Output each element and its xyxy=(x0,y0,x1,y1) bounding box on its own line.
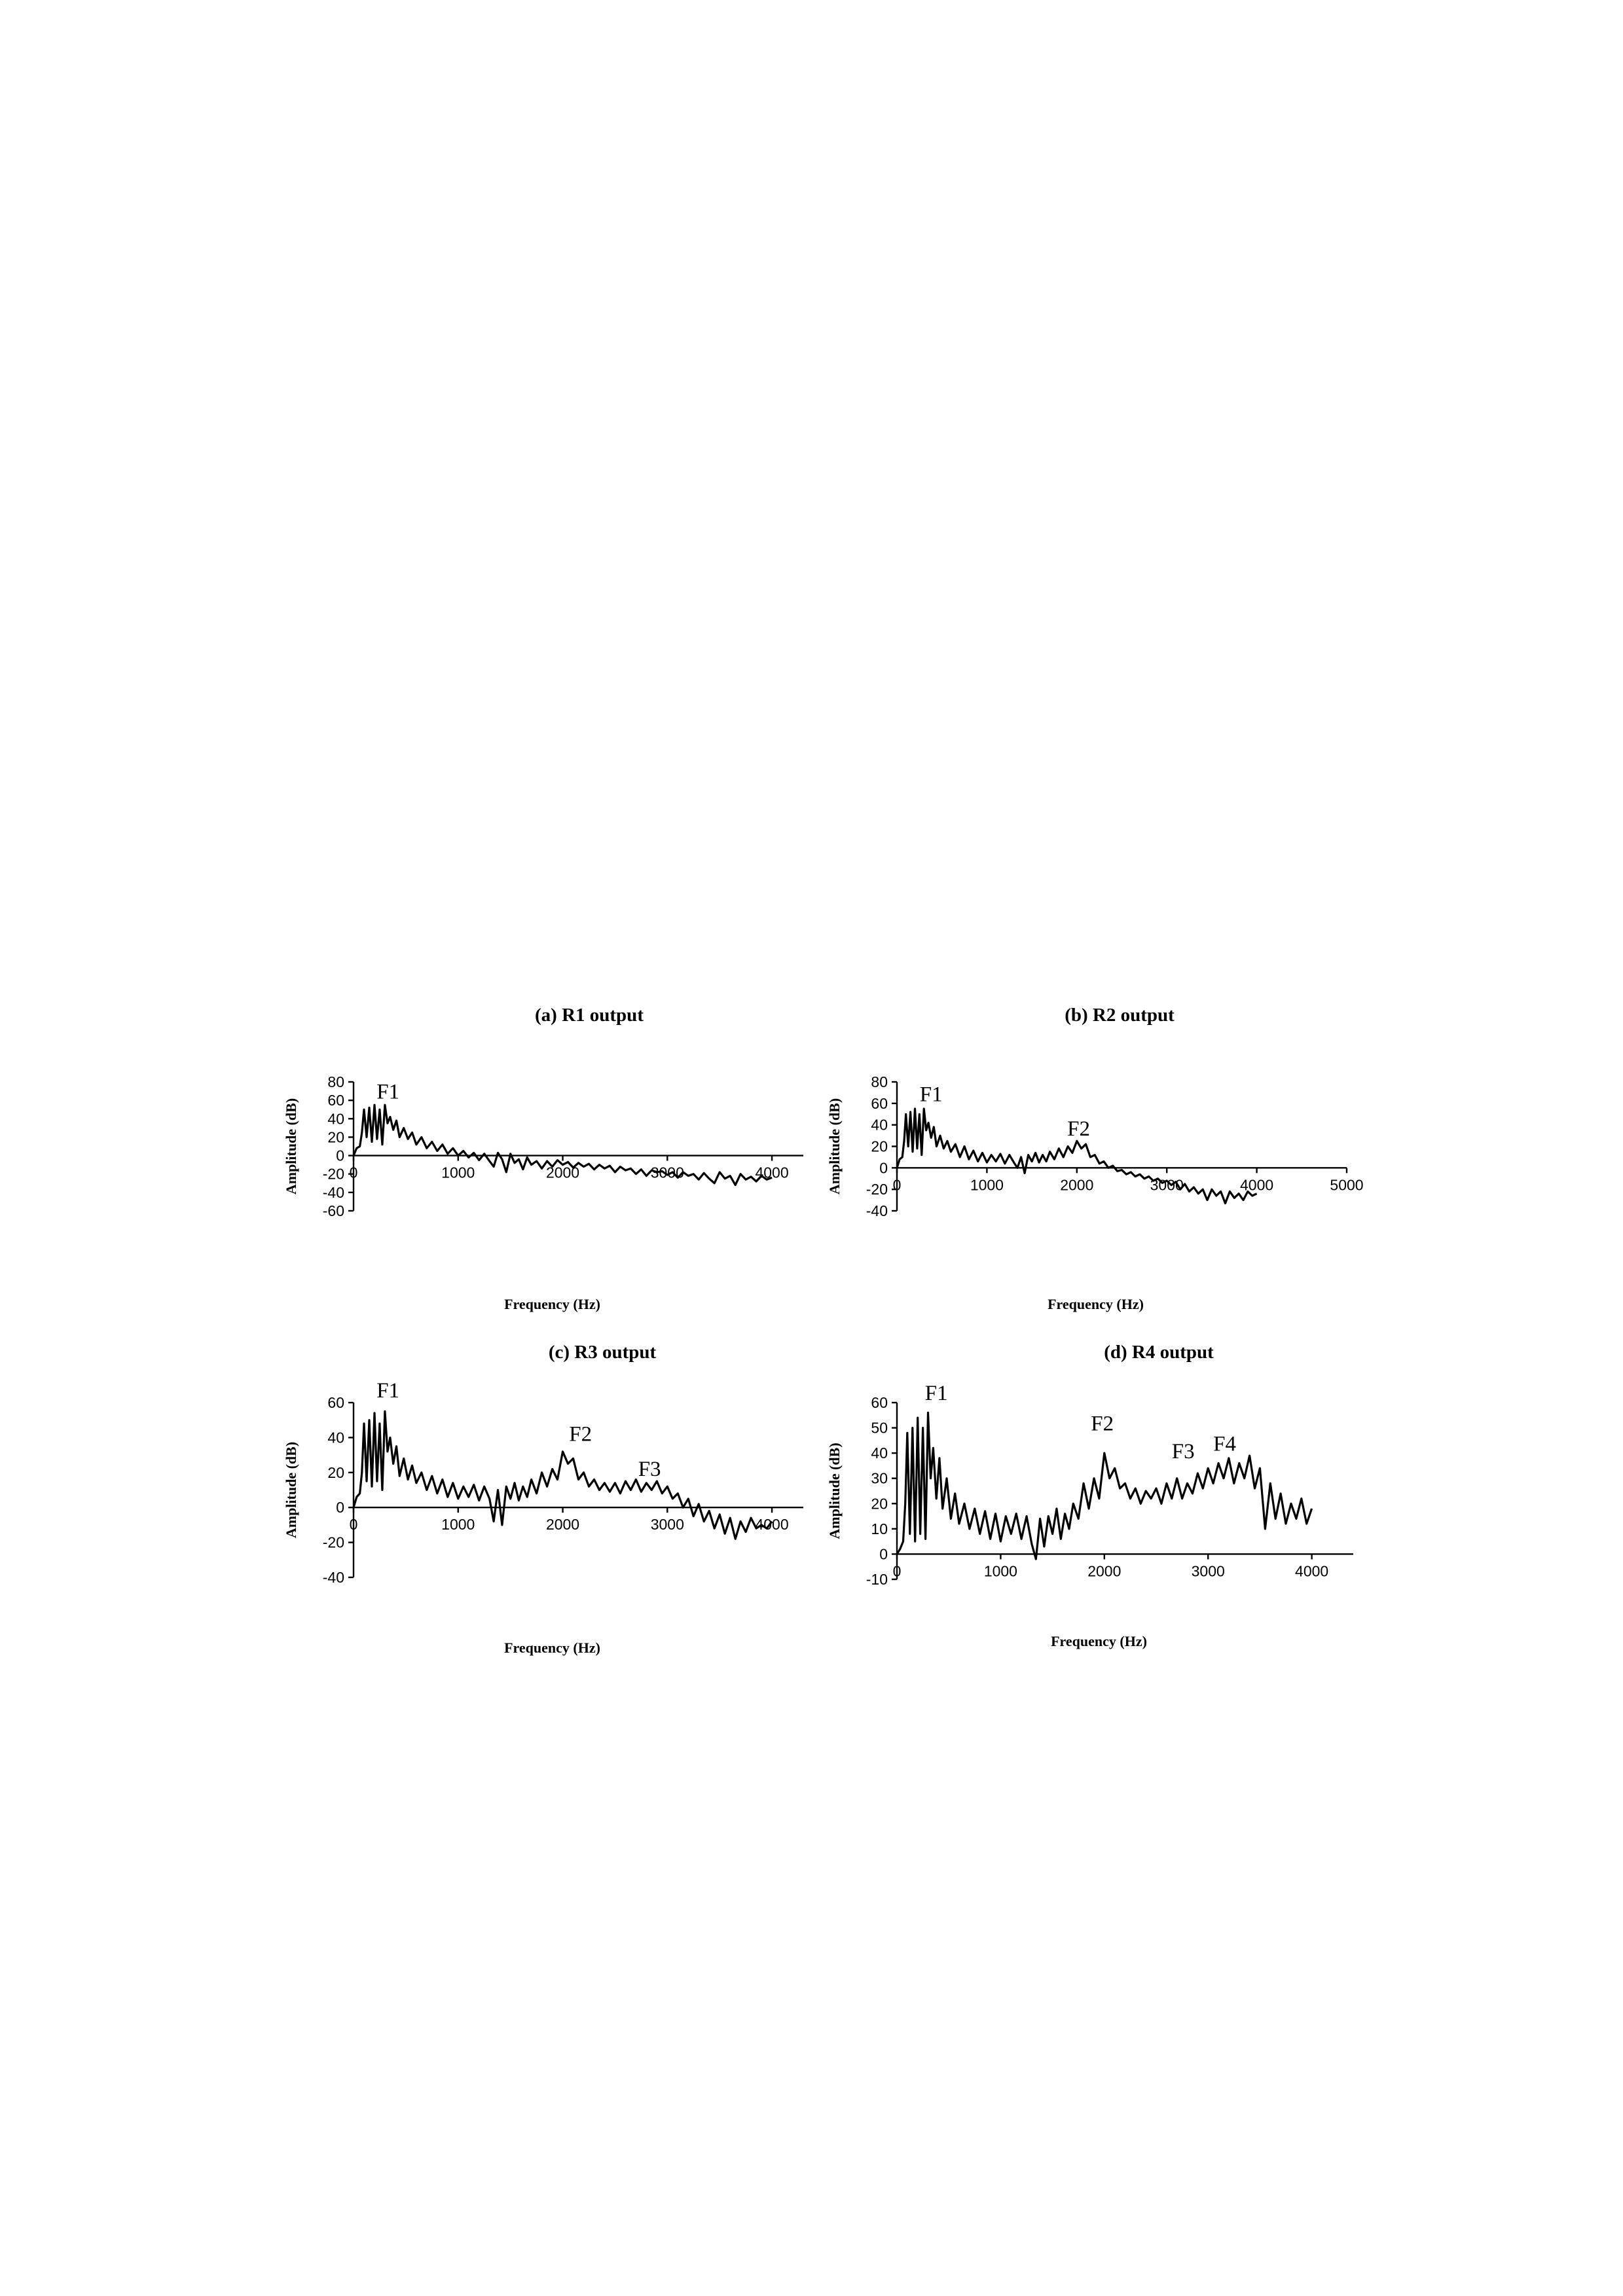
y-tick-label: 60 xyxy=(871,1095,888,1112)
chart-panel-a: (a) R1 output -60 -40 -20 0 20 40 60 80 0 1000 2000… xyxy=(236,969,903,1335)
y-tick-label: 0 xyxy=(879,1545,888,1562)
y-tick-label: 0 xyxy=(879,1159,888,1176)
y-tick-label: 80 xyxy=(871,1073,888,1090)
x-tick-label: 1000 xyxy=(970,1176,1004,1193)
x-tick-label: 3000 xyxy=(651,1516,684,1533)
formant-label: F2 xyxy=(1091,1412,1114,1435)
y-tick-label: 40 xyxy=(327,1110,344,1127)
spectrum-line xyxy=(352,1410,773,1540)
y-tick-label: -40 xyxy=(323,1184,344,1201)
formant-label: F1 xyxy=(376,1080,399,1103)
y-tick-label: 60 xyxy=(327,1092,344,1109)
y-tick-label: -40 xyxy=(866,1202,888,1219)
formant-label: F1 xyxy=(376,1379,399,1403)
y-tick-label: 40 xyxy=(871,1117,888,1134)
x-tick-label: 0 xyxy=(893,1176,902,1193)
y-axis-label: Amplitude (dB) xyxy=(283,1098,299,1194)
y-tick-label: 50 xyxy=(871,1420,888,1437)
chart-title: (b) R2 output xyxy=(1065,1005,1175,1026)
x-tick-label: 1000 xyxy=(984,1562,1017,1579)
y-tick-label: 0 xyxy=(336,1499,344,1516)
y-tick-label: 20 xyxy=(871,1495,888,1512)
x-tick-label: 4000 xyxy=(1240,1176,1273,1193)
y-tick-label: 40 xyxy=(871,1444,888,1462)
chart-panel-b: (b) R2 output -40 -20 0 20 40 60 80 0 1000 2000 300… xyxy=(779,969,1447,1335)
y-tick-label: -20 xyxy=(323,1534,344,1551)
chart-d-svg: (d) R4 output -10 0 10 20 30 40 50 60 0 1000 2000 30… xyxy=(826,1342,1353,1649)
x-tick-label: 3000 xyxy=(1192,1562,1225,1579)
x-axis-label: Frequency (Hz) xyxy=(1051,1633,1147,1649)
formant-label: F3 xyxy=(1172,1440,1195,1463)
spectrum-line xyxy=(896,1411,1313,1560)
formant-label: F3 xyxy=(638,1458,661,1481)
y-tick-label: -60 xyxy=(323,1202,344,1219)
x-tick-label: 0 xyxy=(893,1562,902,1579)
chart-panel-d: (d) R4 output -10 0 10 20 30 40 50 60 0 1000 2000 30… xyxy=(779,1306,1447,1672)
x-tick-label: 1000 xyxy=(441,1164,475,1181)
y-tick-label: 80 xyxy=(327,1073,344,1090)
formant-label: F1 xyxy=(920,1083,943,1107)
y-tick-label: 0 xyxy=(336,1147,344,1164)
y-tick-label: -40 xyxy=(323,1569,344,1586)
x-tick-label: 4000 xyxy=(1295,1562,1328,1579)
y-tick-label: 60 xyxy=(871,1394,888,1411)
y-axis-label: Amplitude (dB) xyxy=(283,1442,299,1538)
y-tick-label: 20 xyxy=(871,1138,888,1155)
x-tick-label: 2000 xyxy=(546,1516,579,1533)
chart-panel-c: (c) R3 output -40 -20 0 20 40 60 0 1000 2000 3000 4… xyxy=(236,1306,903,1672)
x-tick-label: 2000 xyxy=(1087,1562,1121,1579)
formant-label: F2 xyxy=(569,1423,592,1446)
y-tick-label: -20 xyxy=(866,1181,888,1198)
formant-label: F4 xyxy=(1213,1432,1236,1456)
y-tick-label: 20 xyxy=(327,1464,344,1481)
y-tick-label: -10 xyxy=(866,1571,888,1588)
y-tick-label: -20 xyxy=(323,1166,344,1183)
y-tick-label: 40 xyxy=(327,1429,344,1446)
y-tick-label: 30 xyxy=(871,1470,888,1487)
x-tick-label: 0 xyxy=(350,1164,358,1181)
formant-label: F1 xyxy=(925,1382,948,1405)
x-axis-label: Frequency (Hz) xyxy=(1048,1296,1144,1312)
y-tick-label: 60 xyxy=(327,1394,344,1411)
chart-title: (c) R3 output xyxy=(549,1342,657,1363)
spectrum-line xyxy=(896,1107,1258,1205)
chart-title: (d) R4 output xyxy=(1104,1342,1214,1363)
y-axis-label: Amplitude (dB) xyxy=(826,1443,843,1539)
x-axis-label: Frequency (Hz) xyxy=(504,1296,600,1312)
y-axis-label: Amplitude (dB) xyxy=(826,1098,843,1194)
y-tick-label: 10 xyxy=(871,1520,888,1537)
x-tick-label: 0 xyxy=(350,1516,358,1533)
x-tick-label: 2000 xyxy=(1060,1176,1093,1193)
x-tick-label: 1000 xyxy=(441,1516,475,1533)
chart-title: (a) R1 output xyxy=(535,1005,644,1026)
x-axis-label: Frequency (Hz) xyxy=(504,1640,600,1656)
x-tick-label: 5000 xyxy=(1330,1176,1363,1193)
spectrum-line xyxy=(352,1103,773,1187)
y-tick-label: 20 xyxy=(327,1128,344,1145)
formant-label: F2 xyxy=(1067,1117,1090,1141)
